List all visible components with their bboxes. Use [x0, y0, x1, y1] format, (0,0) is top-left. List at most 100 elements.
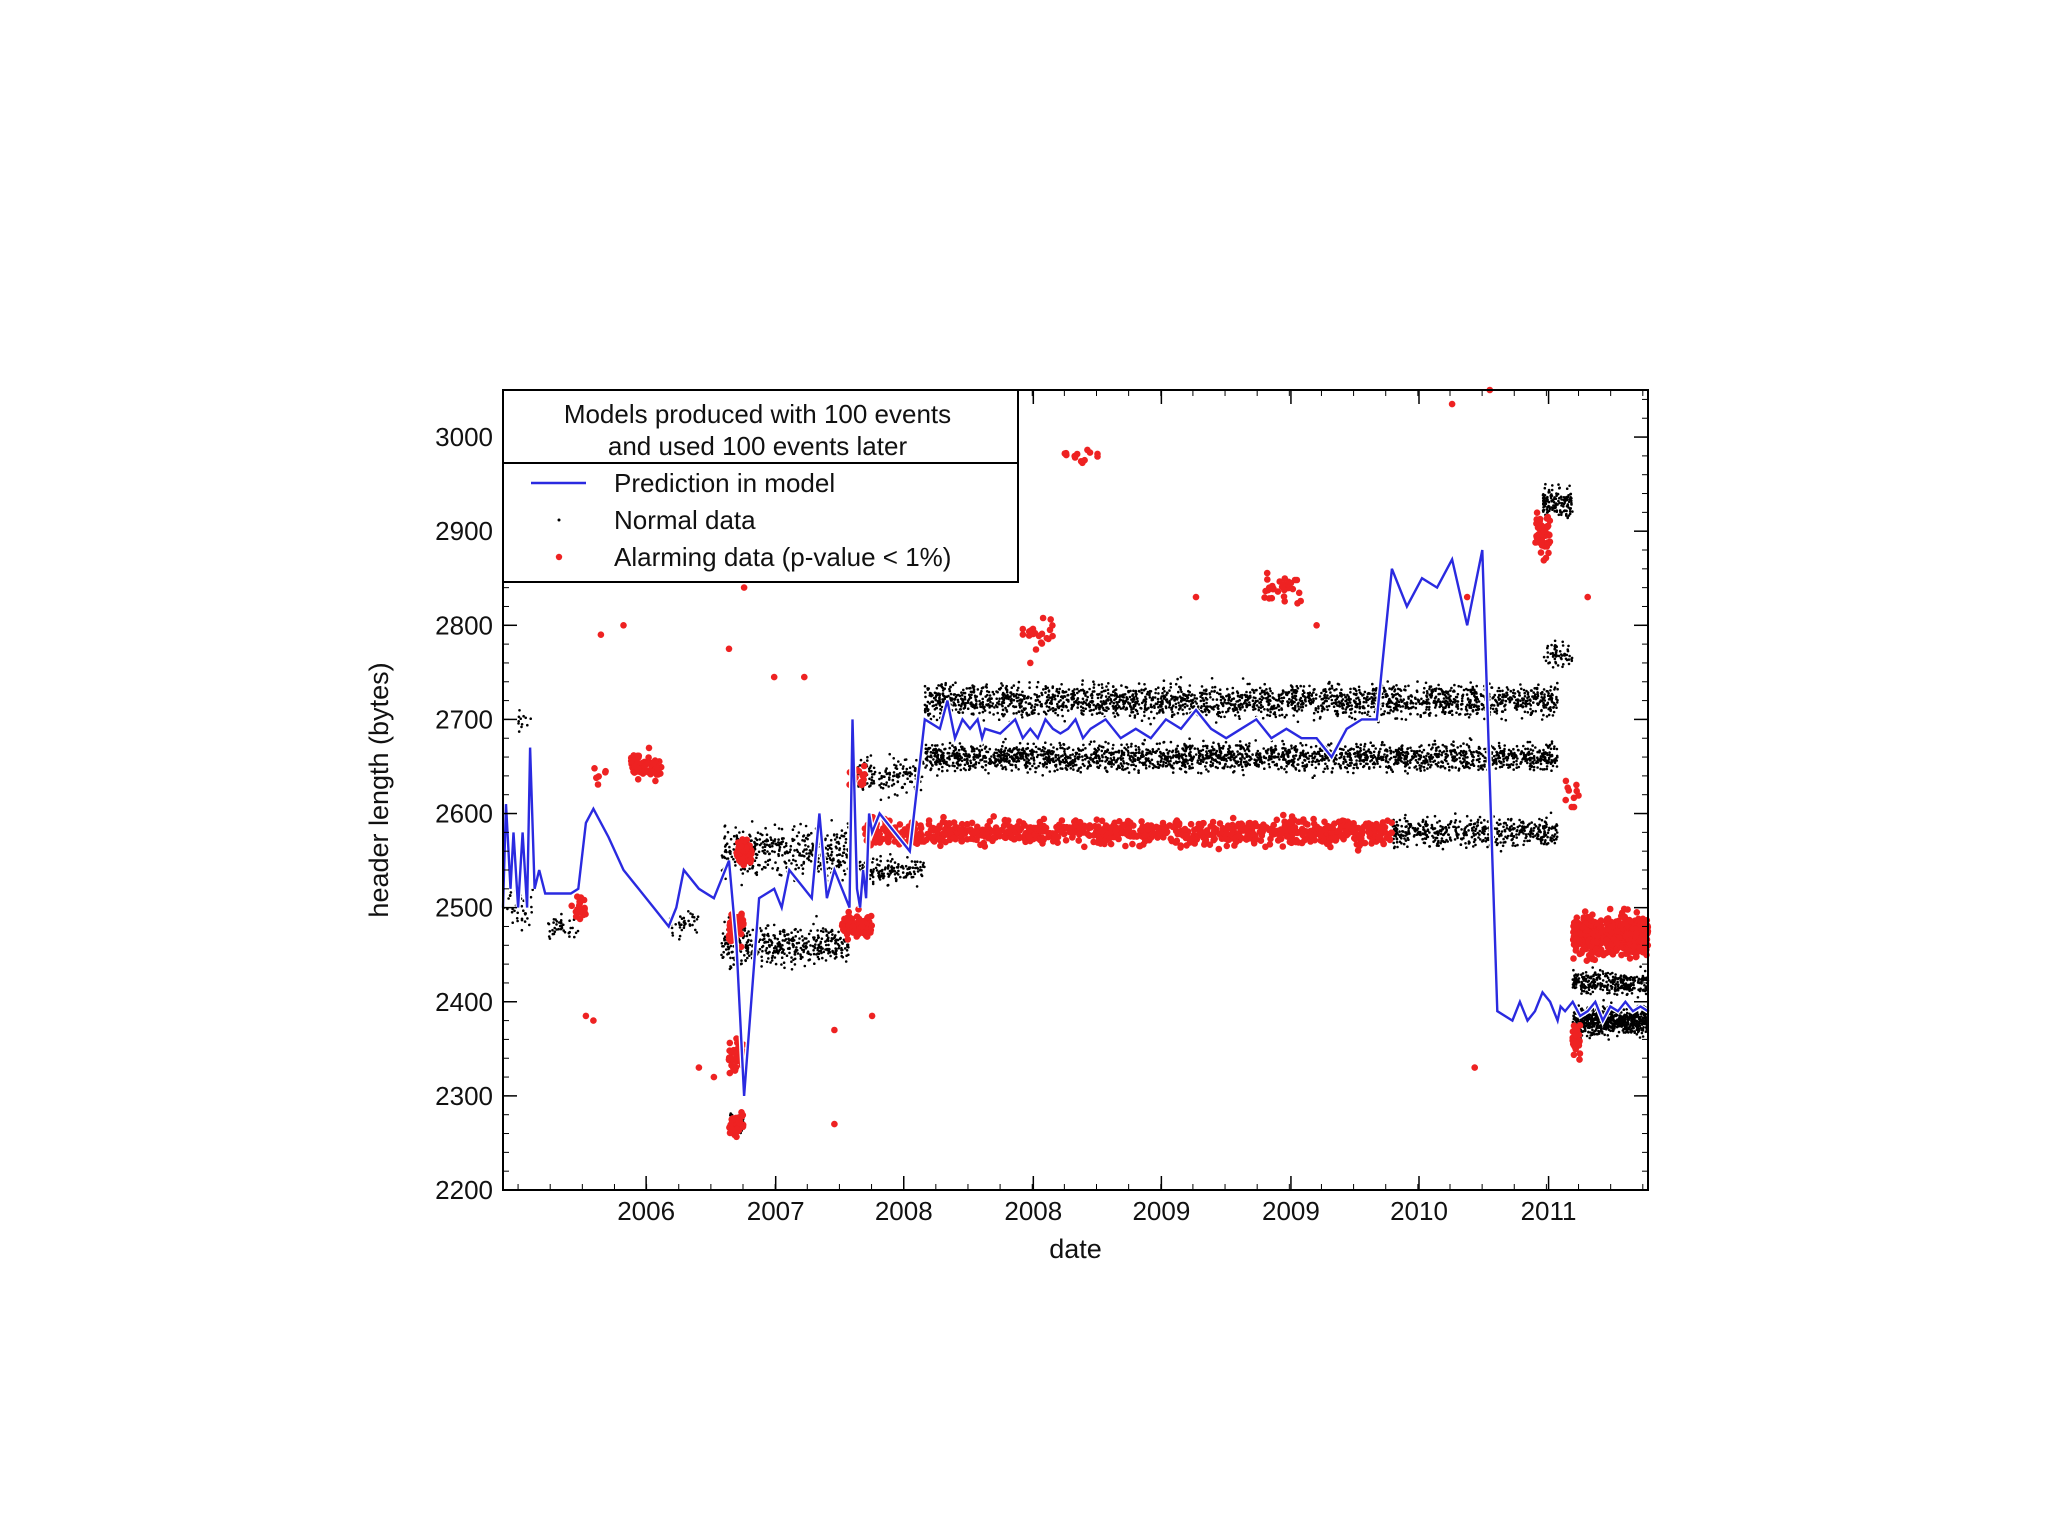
- normal-data-point: [1500, 717, 1503, 721]
- normal-data-point: [791, 837, 794, 841]
- normal-data-point: [1506, 688, 1510, 691]
- normal-data-point: [1222, 744, 1225, 748]
- normal-data-point: [1425, 708, 1428, 711]
- normal-data-point: [901, 774, 905, 777]
- normal-data-point: [1531, 744, 1534, 747]
- normal-data-point: [968, 695, 972, 699]
- normal-data-point: [1341, 707, 1345, 710]
- normal-data-point: [1498, 746, 1502, 750]
- normal-data-point: [795, 941, 799, 945]
- normal-data-point: [1079, 766, 1083, 769]
- normal-data-point: [761, 933, 765, 937]
- normal-data-point: [1044, 685, 1047, 688]
- normal-data-point: [1028, 713, 1031, 717]
- normal-data-point: [1433, 743, 1437, 746]
- normal-data-point: [1261, 716, 1265, 720]
- normal-data-point: [1317, 705, 1320, 708]
- normal-data-point: [1128, 714, 1132, 717]
- normal-data-point: [954, 681, 957, 684]
- normal-data-point: [1432, 760, 1435, 764]
- normal-data-point: [1385, 771, 1389, 774]
- normal-data-point: [766, 924, 769, 927]
- normal-data-point: [1085, 690, 1089, 694]
- normal-data-point: [516, 919, 519, 923]
- normal-data-point: [1337, 704, 1341, 708]
- normal-data-point: [811, 842, 814, 846]
- normal-data-point: [1186, 704, 1189, 708]
- normal-data-point: [792, 858, 795, 862]
- normal-data-point: [1130, 698, 1133, 701]
- normal-data-point: [929, 717, 933, 721]
- normal-data-point: [1069, 754, 1072, 757]
- normal-data-point: [1209, 696, 1212, 699]
- normal-data-point: [1217, 714, 1220, 718]
- normal-data-point: [1103, 702, 1106, 705]
- normal-data-point: [724, 877, 727, 881]
- normal-data-point: [1469, 700, 1472, 703]
- normal-data-point: [1094, 707, 1098, 710]
- normal-data-point: [1050, 696, 1053, 699]
- normal-data-point: [1047, 693, 1050, 697]
- normal-data-point: [1497, 698, 1501, 701]
- normal-data-point: [1055, 689, 1058, 693]
- normal-data-point: [1358, 688, 1361, 692]
- normal-data-point: [1170, 707, 1173, 711]
- normal-data-point: [1555, 747, 1559, 751]
- normal-data-point: [1553, 761, 1557, 764]
- normal-data-point: [1395, 701, 1398, 704]
- normal-data-point: [1503, 704, 1506, 708]
- normal-data-point: [1133, 698, 1136, 701]
- normal-data-point: [1163, 690, 1166, 693]
- normal-data-point: [1399, 695, 1402, 698]
- normal-data-point: [771, 867, 774, 870]
- normal-data-point: [1418, 702, 1422, 705]
- normal-data-point: [1529, 748, 1532, 751]
- normal-data-point: [941, 689, 945, 692]
- normal-data-point: [1226, 709, 1230, 713]
- normal-data-point: [1049, 759, 1052, 762]
- normal-data-point: [1507, 748, 1511, 752]
- normal-data-point: [767, 957, 770, 960]
- normal-data-point: [1307, 699, 1311, 703]
- normal-data-point: [1501, 710, 1505, 713]
- normal-data-point: [979, 692, 982, 696]
- normal-data-point: [1330, 694, 1334, 697]
- normal-data-point: [952, 704, 955, 707]
- normal-data-point: [1468, 749, 1471, 752]
- normal-data-point: [925, 704, 928, 708]
- normal-data-point: [896, 794, 899, 797]
- normal-data-point: [1492, 695, 1495, 699]
- normal-data-point: [518, 709, 521, 712]
- normal-data-point: [1049, 708, 1052, 711]
- normal-data-point: [770, 943, 773, 947]
- normal-data-point: [745, 932, 749, 935]
- normal-data-point: [1471, 685, 1475, 689]
- normal-data-point: [769, 939, 773, 942]
- normal-data-point: [1277, 708, 1281, 712]
- normal-data-point: [1186, 762, 1189, 765]
- normal-data-point: [976, 688, 980, 691]
- normal-data-point: [576, 929, 580, 933]
- normal-data-point: [1552, 747, 1556, 750]
- normal-data-point: [1285, 770, 1288, 774]
- normal-data-point: [1033, 693, 1036, 696]
- normal-data-point: [745, 949, 748, 952]
- normal-data-point: [1404, 769, 1407, 773]
- normal-data-point: [1498, 689, 1502, 693]
- normal-data-point: [948, 746, 951, 750]
- normal-data-point: [982, 707, 986, 710]
- normal-data-point: [1213, 685, 1217, 689]
- normal-data-point: [1112, 711, 1115, 715]
- normal-data-point: [1191, 706, 1194, 709]
- normal-data-point: [1150, 758, 1154, 762]
- normal-data-point: [1034, 745, 1038, 749]
- normal-data-point: [1063, 719, 1066, 723]
- normal-data-point: [1019, 693, 1023, 697]
- normal-data-point: [1229, 702, 1232, 706]
- normal-data-point: [1360, 712, 1364, 715]
- normal-data-point: [1082, 700, 1086, 703]
- normal-data-point: [1258, 686, 1262, 690]
- normal-data-point: [1235, 700, 1238, 703]
- normal-data-point: [935, 686, 939, 690]
- normal-data-point: [1460, 699, 1464, 703]
